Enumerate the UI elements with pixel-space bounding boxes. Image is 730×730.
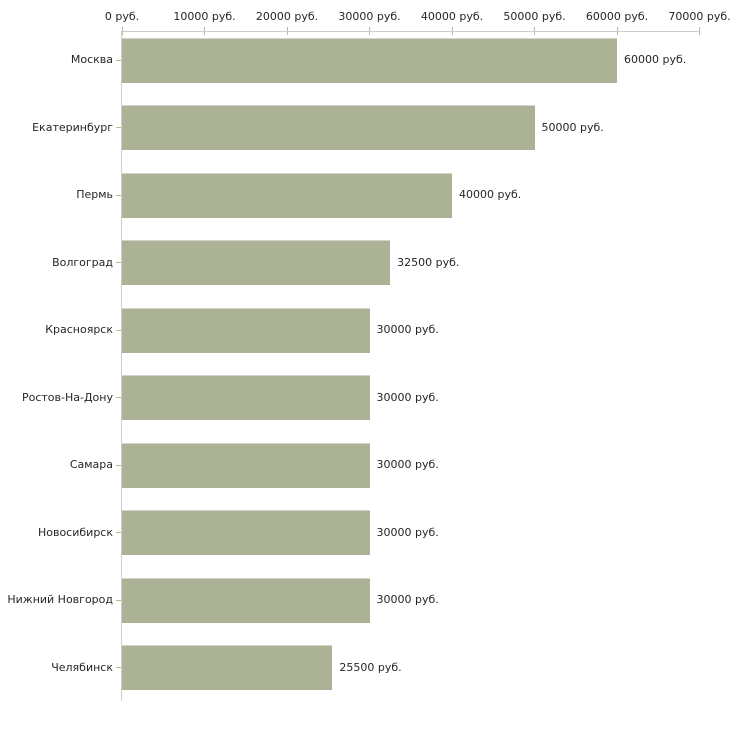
chart-row: Красноярск 30000 руб.	[0, 296, 730, 364]
chart-row: Москва 60000 руб.	[0, 26, 730, 94]
category-tick	[116, 329, 121, 331]
chart-row: Пермь 40000 руб.	[0, 161, 730, 229]
value-label: 30000 руб.	[376, 390, 439, 404]
category-tick	[116, 599, 121, 601]
x-axis-line	[121, 31, 700, 32]
value-label: 32500 руб.	[397, 255, 460, 269]
x-axis-tick-label: 30000 руб.	[338, 10, 401, 23]
y-axis-line	[121, 31, 122, 701]
bar	[122, 375, 370, 420]
category-tick	[116, 194, 121, 196]
bar	[122, 510, 370, 555]
value-label: 30000 руб.	[376, 525, 439, 539]
category-tick	[116, 464, 121, 466]
x-axis-tick-label: 50000 руб.	[503, 10, 566, 23]
x-axis-tick-label: 70000 руб.	[668, 10, 730, 23]
x-axis-tick-label: 60000 руб.	[585, 10, 649, 23]
chart-row: Челябинск 25500 руб.	[0, 634, 730, 702]
bar	[122, 172, 452, 218]
chart-row: Новосибирск 30000 руб.	[0, 499, 730, 567]
chart-row: Самара 30000 руб.	[0, 431, 730, 499]
category-label: Москва	[70, 53, 113, 67]
x-axis-tick-label: 10000 руб.	[173, 10, 236, 23]
category-tick	[116, 667, 121, 669]
category-label: Самара	[69, 458, 113, 472]
chart-row: Нижний Новгород 30000 руб.	[0, 566, 730, 634]
plot-area: Москва 60000 руб. Екатеринбург 50000 руб. Пе…	[0, 26, 730, 701]
category-tick	[116, 59, 121, 61]
category-label: Пермь	[76, 188, 113, 202]
chart-row: Волгоград 32500 руб.	[0, 229, 730, 297]
bar	[122, 577, 370, 623]
category-label: Челябинск	[51, 660, 113, 674]
category-label: Волгоград	[52, 255, 113, 269]
bar	[122, 240, 391, 285]
category-label: Новосибирск	[37, 525, 113, 539]
value-label: 30000 руб.	[376, 323, 439, 337]
chart-row: Ростов-На-Дону 30000 руб.	[0, 364, 730, 432]
bar	[122, 37, 617, 83]
category-tick	[116, 127, 121, 129]
bar	[122, 105, 535, 150]
value-label: 40000 руб.	[459, 188, 522, 202]
category-label: Екатеринбург	[32, 120, 113, 134]
category-tick	[116, 532, 121, 534]
bar	[122, 307, 370, 353]
value-label: 50000 руб.	[541, 120, 604, 134]
bar	[122, 645, 333, 690]
chart-row: Екатеринбург 50000 руб.	[0, 94, 730, 162]
category-tick	[116, 397, 121, 399]
bar	[122, 442, 370, 488]
x-axis-tick-label: 40000 руб.	[420, 10, 484, 23]
value-label: 30000 руб.	[376, 593, 439, 607]
category-label: Нижний Новгород	[7, 593, 113, 607]
value-label: 25500 руб.	[339, 660, 402, 674]
category-tick	[116, 262, 121, 264]
x-axis-tick-label: 20000 руб.	[255, 10, 319, 23]
x-axis-tick-label: 0 руб.	[104, 10, 140, 23]
category-label: Ростов-На-Дону	[21, 390, 113, 404]
category-label: Красноярск	[45, 323, 113, 337]
value-label: 30000 руб.	[376, 458, 439, 472]
value-label: 60000 руб.	[624, 53, 687, 67]
